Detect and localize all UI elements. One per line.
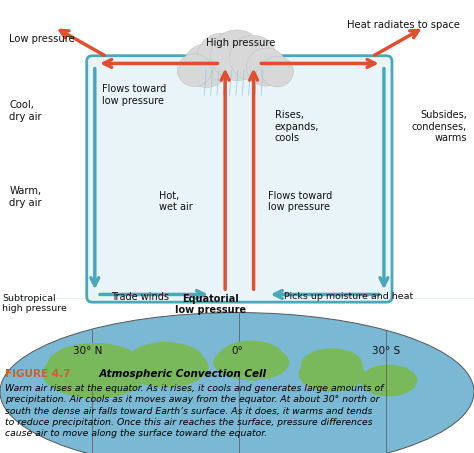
Text: FIGURE 4.7: FIGURE 4.7 xyxy=(5,369,70,379)
Circle shape xyxy=(197,33,246,80)
Text: Rises,
expands,
cools: Rises, expands, cools xyxy=(275,110,319,144)
Circle shape xyxy=(177,54,211,87)
Circle shape xyxy=(210,30,264,81)
Text: Trade winds: Trade winds xyxy=(111,292,169,302)
Ellipse shape xyxy=(218,341,284,375)
Text: Hot,
wet air: Hot, wet air xyxy=(159,191,192,212)
Text: Cool,
dry air: Cool, dry air xyxy=(9,100,42,122)
Text: Equatorial
low pressure: Equatorial low pressure xyxy=(175,294,246,315)
Bar xyxy=(0,294,474,298)
Text: Heat radiates to space: Heat radiates to space xyxy=(347,20,460,30)
Text: Subtropical
high pressure: Subtropical high pressure xyxy=(2,294,67,313)
Text: Subsides,
condenses,
warms: Subsides, condenses, warms xyxy=(411,110,467,144)
Text: Picks up moisture and heat: Picks up moisture and heat xyxy=(284,292,414,301)
Ellipse shape xyxy=(360,365,417,396)
Text: Warm,
dry air: Warm, dry air xyxy=(9,186,42,208)
Text: 30° N: 30° N xyxy=(73,346,102,356)
Ellipse shape xyxy=(43,349,147,399)
Circle shape xyxy=(183,44,229,87)
Text: Atmospheric Convection Cell: Atmospheric Convection Cell xyxy=(92,369,266,379)
FancyBboxPatch shape xyxy=(87,56,392,302)
Circle shape xyxy=(261,56,293,87)
Ellipse shape xyxy=(0,313,474,453)
Ellipse shape xyxy=(301,348,363,381)
Text: Low pressure: Low pressure xyxy=(9,34,75,43)
Text: Warm air rises at the equator. As it rises, it cools and generates large amounts: Warm air rises at the equator. As it ris… xyxy=(5,384,383,439)
Text: 30° S: 30° S xyxy=(372,346,401,356)
Circle shape xyxy=(246,48,286,86)
Ellipse shape xyxy=(47,343,142,386)
Ellipse shape xyxy=(299,356,365,392)
Text: High pressure: High pressure xyxy=(206,38,275,48)
Ellipse shape xyxy=(213,344,289,381)
Ellipse shape xyxy=(128,342,204,378)
Text: Flows toward
low pressure: Flows toward low pressure xyxy=(268,191,332,212)
Text: 0°: 0° xyxy=(231,346,243,356)
Circle shape xyxy=(229,35,277,81)
Text: Flows toward
low pressure: Flows toward low pressure xyxy=(102,84,166,106)
Ellipse shape xyxy=(123,347,209,387)
